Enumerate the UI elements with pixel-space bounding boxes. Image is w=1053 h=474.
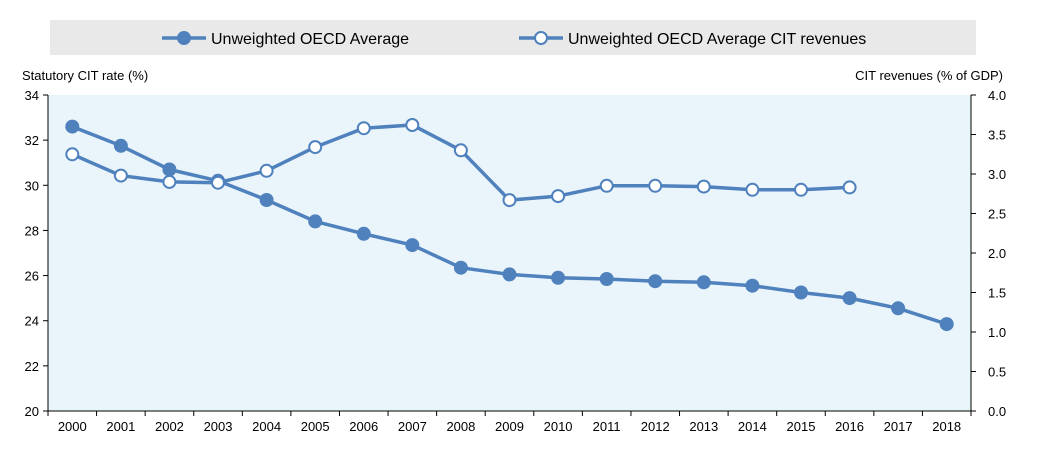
legend-label-1: Unweighted OECD Average	[211, 31, 409, 48]
left-axis-tick-label: 26	[25, 269, 39, 284]
right-axis-tick-label: 2.0	[988, 246, 1006, 261]
right-axis-tick-label: 4.0	[988, 88, 1006, 103]
series-1-point	[162, 162, 177, 177]
right-axis-tick-label: 3.5	[988, 128, 1006, 143]
x-axis-tick-label: 2001	[106, 419, 135, 434]
right-axis-tick-label: 0.0	[988, 404, 1006, 419]
series-2-point	[211, 175, 225, 190]
x-axis-tick-label: 2017	[884, 419, 913, 434]
series-1-point	[113, 138, 128, 153]
series-2-point	[745, 182, 760, 197]
left-axis-tick-label: 20	[25, 404, 39, 419]
series-2-point	[356, 121, 371, 136]
series-1-point	[599, 272, 614, 286]
series-1-point	[356, 226, 371, 241]
series-1-point	[405, 238, 420, 253]
series-2-point	[405, 118, 420, 132]
series-1-point	[453, 260, 468, 275]
axes: 20 22 24 26 28 30 32 34 0.0 0.5 1.0 1.5 2.0 2.5 3.0 3.5…	[25, 88, 1007, 434]
series-2-point	[648, 178, 663, 193]
right-axis-title: CIT revenues (% of GDP)	[855, 68, 1003, 83]
x-axis-tick-label: 2009	[495, 419, 524, 434]
series-1-point	[939, 317, 954, 332]
series-1-point	[696, 275, 711, 290]
series-1-point	[648, 274, 663, 289]
x-axis-tick-label: 2015	[787, 419, 816, 434]
series-2-point	[502, 193, 517, 208]
series-2-point	[65, 147, 80, 162]
series-layer	[65, 118, 954, 332]
series-1-point	[842, 291, 857, 306]
x-axis-tick-label: 2012	[641, 419, 670, 434]
x-axis-tick-label: 2005	[301, 419, 330, 434]
left-axis-tick-label: 22	[25, 359, 39, 374]
x-axis-tick-label: 2013	[689, 419, 718, 434]
plot-area	[48, 95, 971, 411]
series-1-point	[502, 267, 517, 282]
series-1-point	[745, 278, 760, 293]
left-axis-tick-label: 34	[25, 88, 39, 103]
x-axis-tick-label: 2003	[204, 419, 233, 434]
x-axis-tick-label: 2010	[544, 419, 573, 434]
legend: Unweighted OECD Average Unweighted OECD A…	[162, 31, 866, 48]
x-axis-tick-label: 2016	[835, 419, 864, 434]
legend-marker-1	[177, 31, 191, 45]
series-1-point	[65, 119, 80, 134]
series-2-point	[599, 178, 614, 193]
right-axis-tick-label: 3.0	[988, 167, 1006, 182]
right-axis-tick-label: 2.5	[988, 207, 1006, 222]
series-2-point	[162, 174, 177, 189]
series-2-point	[259, 163, 274, 178]
series-2-point	[308, 140, 323, 155]
series-1-point	[794, 285, 808, 300]
x-axis-tick-label: 2007	[398, 419, 427, 434]
x-axis-tick-label: 2014	[738, 419, 767, 434]
x-axis-tick-label: 2008	[446, 419, 475, 434]
x-axis-tick-label: 2018	[932, 419, 961, 434]
series-1-point	[308, 214, 323, 229]
left-axis-tick-label: 30	[25, 178, 39, 193]
series-2-point	[794, 182, 808, 197]
right-axis-tick-label: 1.5	[988, 286, 1006, 301]
series-2-point	[453, 143, 468, 158]
series-1-point	[259, 193, 274, 207]
x-axis-tick-label: 2002	[155, 419, 184, 434]
series-2-point	[696, 179, 711, 194]
legend-label-2: Unweighted OECD Average CIT revenues	[568, 31, 866, 48]
x-axis-tick-label: 2011	[593, 419, 621, 434]
series-1-point	[891, 301, 906, 316]
right-axis-tick-label: 0.5	[988, 365, 1006, 380]
x-axis-tick-label: 2004	[252, 419, 281, 434]
left-axis-tick-label: 32	[25, 133, 39, 148]
x-axis-tick-label: 2006	[349, 419, 378, 434]
series-2-point	[551, 189, 566, 204]
left-axis-tick-label: 28	[25, 223, 39, 238]
series-1-point	[551, 270, 566, 285]
series-2-point	[842, 180, 857, 195]
left-axis-tick-label: 24	[25, 314, 39, 329]
legend-marker-2	[534, 31, 548, 45]
x-axis-tick-label: 2000	[58, 419, 87, 434]
left-axis-title: Statutory CIT rate (%)	[22, 68, 148, 83]
series-2-point	[113, 168, 128, 183]
right-axis-tick-label: 1.0	[988, 325, 1006, 340]
